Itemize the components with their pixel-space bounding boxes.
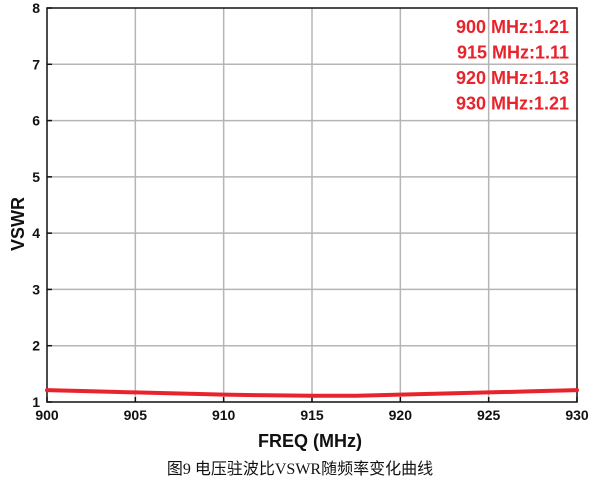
x-tick-label: 905 <box>124 407 148 423</box>
y-tick-label: 7 <box>32 56 40 72</box>
vswr-curve <box>45 388 579 398</box>
x-tick-label: 915 <box>300 407 324 423</box>
y-tick-label: 6 <box>32 113 40 129</box>
x-tick-label: 920 <box>389 407 413 423</box>
annotation-line: 930 MHz:1.21 <box>456 94 569 114</box>
y-tick-label: 2 <box>32 338 40 354</box>
x-tick-label: 930 <box>565 407 589 423</box>
x-axis-title: FREQ (MHz) <box>258 431 362 451</box>
y-tick-label: 8 <box>32 0 40 16</box>
y-tick-label: 5 <box>32 169 40 185</box>
annotation-box: 900 MHz:1.21 915 MHz:1.11 920 MHz:1.13 930 … <box>456 17 569 114</box>
y-tick-label: 1 <box>32 394 40 410</box>
y-tick-label: 3 <box>32 281 40 297</box>
y-tick-label: 4 <box>32 225 40 241</box>
figure-caption: 图9 电压驻波比VSWR随频率变化曲线 <box>166 461 434 478</box>
x-tick-label: 900 <box>35 407 59 423</box>
y-axis-ticks: 1 2 3 4 5 6 7 8 <box>32 0 52 410</box>
annotation-line: 915 MHz:1.11 <box>457 43 569 63</box>
x-tick-label: 910 <box>212 407 236 423</box>
chart-grid <box>47 8 577 402</box>
annotation-line: 920 MHz:1.13 <box>456 68 569 88</box>
x-tick-label: 925 <box>477 407 501 423</box>
x-axis-ticks: 900 905 910 915 920 925 930 <box>35 397 589 423</box>
series-layer <box>45 388 579 398</box>
y-axis-title: VSWR <box>8 197 28 251</box>
annotation-line: 900 MHz:1.21 <box>456 17 569 37</box>
